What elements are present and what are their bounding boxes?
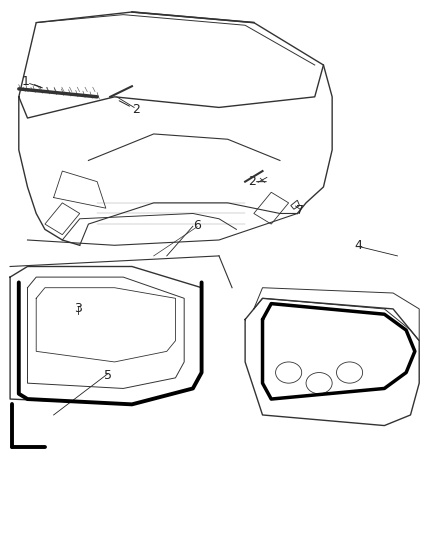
Text: 2: 2 bbox=[132, 102, 140, 116]
FancyArrowPatch shape bbox=[260, 178, 265, 182]
Text: 7: 7 bbox=[296, 204, 304, 217]
Text: 6: 6 bbox=[193, 219, 201, 232]
Text: 3: 3 bbox=[74, 302, 81, 316]
Text: 5: 5 bbox=[104, 369, 112, 382]
Text: 2: 2 bbox=[248, 175, 256, 188]
Text: 4: 4 bbox=[354, 239, 362, 252]
Text: 1: 1 bbox=[21, 76, 29, 88]
